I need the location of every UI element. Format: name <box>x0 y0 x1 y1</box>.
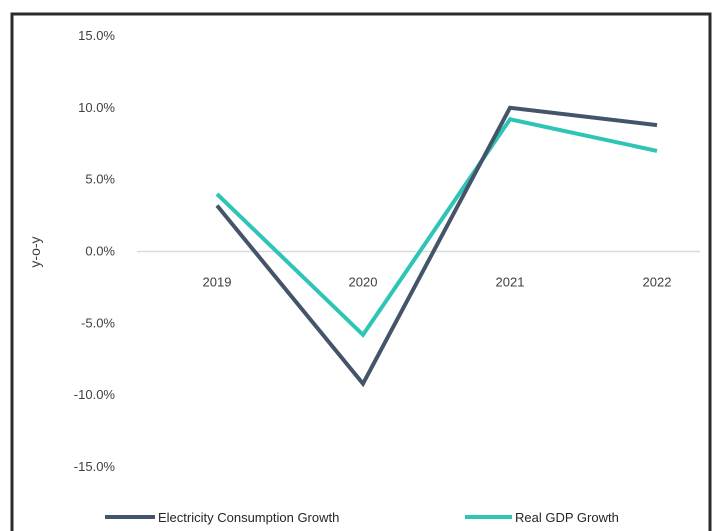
y-tick-label: 0.0% <box>85 244 115 259</box>
legend-label: Real GDP Growth <box>515 510 619 525</box>
x-tick-label: 2020 <box>349 275 378 290</box>
x-tick-labels: 2019 2020 2021 2022 <box>203 275 672 290</box>
y-tick-label: -15.0% <box>74 459 116 474</box>
y-tick-label: -5.0% <box>81 315 115 330</box>
y-tick-label: 10.0% <box>78 100 115 115</box>
y-tick-label: -10.0% <box>74 387 116 402</box>
legend: Electricity Consumption Growth Real GDP G… <box>105 510 619 525</box>
x-tick-label: 2019 <box>203 275 232 290</box>
y-tick-label: 5.0% <box>85 172 115 187</box>
y-tick-labels: 15.0% 10.0% 5.0% 0.0% -5.0% -10.0% -15.0% <box>74 28 116 474</box>
series-line-electricity-consumption <box>215 105 658 388</box>
y-axis-title: y-o-y <box>27 236 43 267</box>
chart-border <box>10 12 712 531</box>
series-lines <box>215 105 658 388</box>
legend-label: Electricity Consumption Growth <box>158 510 339 525</box>
x-tick-label: 2021 <box>496 275 525 290</box>
x-tick-label: 2022 <box>643 275 672 290</box>
series-line-real-gdp <box>215 117 658 338</box>
y-tick-label: 15.0% <box>78 28 115 43</box>
